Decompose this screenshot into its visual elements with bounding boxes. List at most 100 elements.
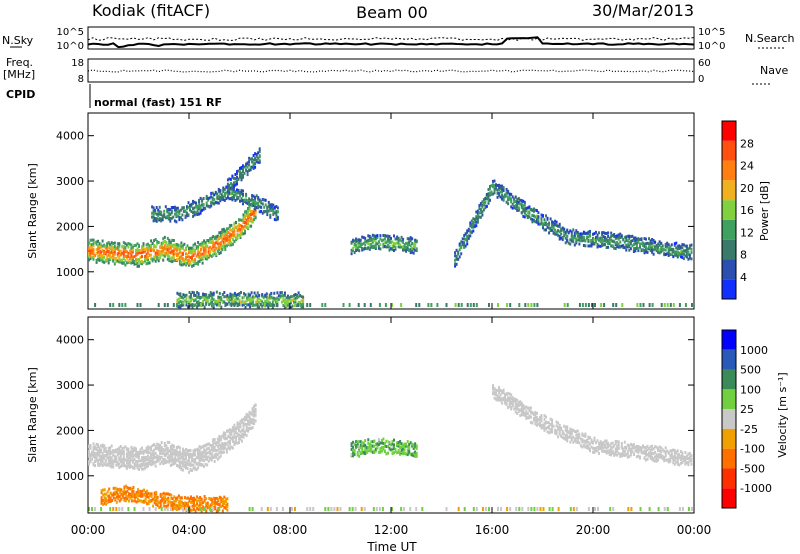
heatmap-cell [132, 489, 135, 493]
heatmap-cell [120, 488, 123, 492]
heatmap-cell [595, 441, 597, 445]
colorbar-swatch [722, 409, 736, 429]
heatmap-cell [324, 303, 327, 307]
heatmap-cell [170, 216, 173, 220]
heatmap-cell [488, 507, 490, 511]
heatmap-cell [237, 191, 240, 195]
heatmap-cell [355, 237, 358, 241]
heatmap-cell [213, 250, 216, 254]
heatmap-cell [128, 242, 131, 246]
heatmap-cell [530, 303, 533, 307]
heatmap-cell [473, 220, 476, 224]
heatmap-cell [248, 197, 251, 201]
heatmap-cell [177, 451, 180, 455]
heatmap-cell [616, 236, 619, 240]
heatmap-cell [232, 194, 235, 198]
heatmap-cell [191, 469, 193, 472]
heatmap-cell [91, 251, 93, 255]
heatmap-cell [200, 248, 203, 252]
heatmap-cell [244, 430, 246, 434]
heatmap-cell [220, 298, 223, 302]
heatmap-cell [684, 254, 687, 258]
heatmap-cell [185, 454, 187, 458]
heatmap-cell [348, 507, 351, 511]
heatmap-cell [209, 497, 212, 501]
heatmap-cell [482, 198, 485, 202]
heatmap-cell [247, 226, 250, 230]
heatmap-cell [206, 502, 209, 506]
heatmap-cell [248, 414, 251, 418]
heatmap-cell [248, 219, 251, 223]
heatmap-cell [224, 504, 227, 507]
heatmap-cell [254, 158, 257, 162]
heatmap-cell [201, 463, 204, 467]
heatmap-cell [643, 242, 646, 246]
heatmap-cell [157, 459, 160, 462]
heatmap-cell [508, 398, 511, 402]
heatmap-cell [276, 291, 279, 295]
heatmap-cell [211, 196, 214, 200]
heatmap-cell [657, 250, 660, 254]
time-axis-label: Time UT [366, 540, 417, 554]
heatmap-cell [463, 245, 466, 249]
heatmap-cell [245, 200, 248, 204]
heatmap-cell [673, 449, 676, 452]
heatmap-cell [107, 460, 110, 464]
heatmap-cell [667, 460, 670, 464]
heatmap-cell [225, 448, 228, 452]
heatmap-cell [133, 453, 136, 457]
heatmap-cell [107, 261, 110, 265]
heatmap-cell [218, 246, 221, 250]
heatmap-cell [587, 507, 590, 511]
heatmap-cell [189, 249, 192, 253]
heatmap-cell [209, 503, 212, 507]
heatmap-cell [190, 299, 192, 303]
heatmap-cell [648, 452, 650, 456]
heatmap-cell [254, 152, 257, 156]
heatmap-cell [88, 246, 90, 250]
heatmap-cell [534, 215, 537, 219]
heatmap-cell [141, 260, 143, 263]
heatmap-cell [185, 501, 188, 505]
heatmap-cell [219, 231, 222, 234]
heatmap-cell [219, 196, 222, 199]
heatmap-cell [118, 490, 121, 494]
heatmap-cell [244, 415, 246, 419]
heatmap-cell [575, 240, 578, 244]
heatmap-cell [523, 209, 526, 213]
heatmap-cell [402, 237, 405, 241]
heatmap-cell [106, 456, 109, 460]
heatmap-cell [116, 254, 119, 258]
heatmap-cell [217, 197, 220, 200]
heatmap-cell [137, 499, 139, 503]
heatmap-cell [563, 424, 566, 428]
heatmap-cell [587, 235, 590, 239]
heatmap-cell [253, 213, 256, 217]
heatmap-cell [530, 507, 533, 511]
heatmap-cell [535, 209, 538, 213]
heatmap-cell [598, 231, 600, 235]
heatmap-cell [576, 441, 579, 445]
heatmap-cell [411, 250, 414, 254]
heatmap-cell [601, 236, 604, 240]
heatmap-cell [119, 453, 122, 457]
heatmap-cell [212, 440, 215, 444]
heatmap-cell [629, 442, 632, 446]
heatmap-cell [221, 244, 224, 248]
heatmap-cell [228, 177, 231, 181]
heatmap-cell [385, 445, 388, 448]
heatmap-cell [230, 241, 233, 245]
heatmap-cell [152, 209, 155, 213]
heatmap-cell [166, 456, 169, 460]
ytick-label: 4000 [56, 130, 84, 143]
heatmap-cell [285, 303, 287, 307]
heatmap-cell [634, 241, 637, 245]
heatmap-cell [516, 404, 519, 408]
heatmap-cell [187, 300, 189, 304]
heatmap-cell [184, 504, 186, 508]
heatmap-cell [112, 259, 115, 262]
velocity-colorbar-label: Velocity [m s⁻¹] [776, 372, 789, 457]
heatmap-cell [88, 462, 90, 465]
heatmap-cell [128, 257, 131, 261]
heatmap-cell [185, 293, 188, 297]
